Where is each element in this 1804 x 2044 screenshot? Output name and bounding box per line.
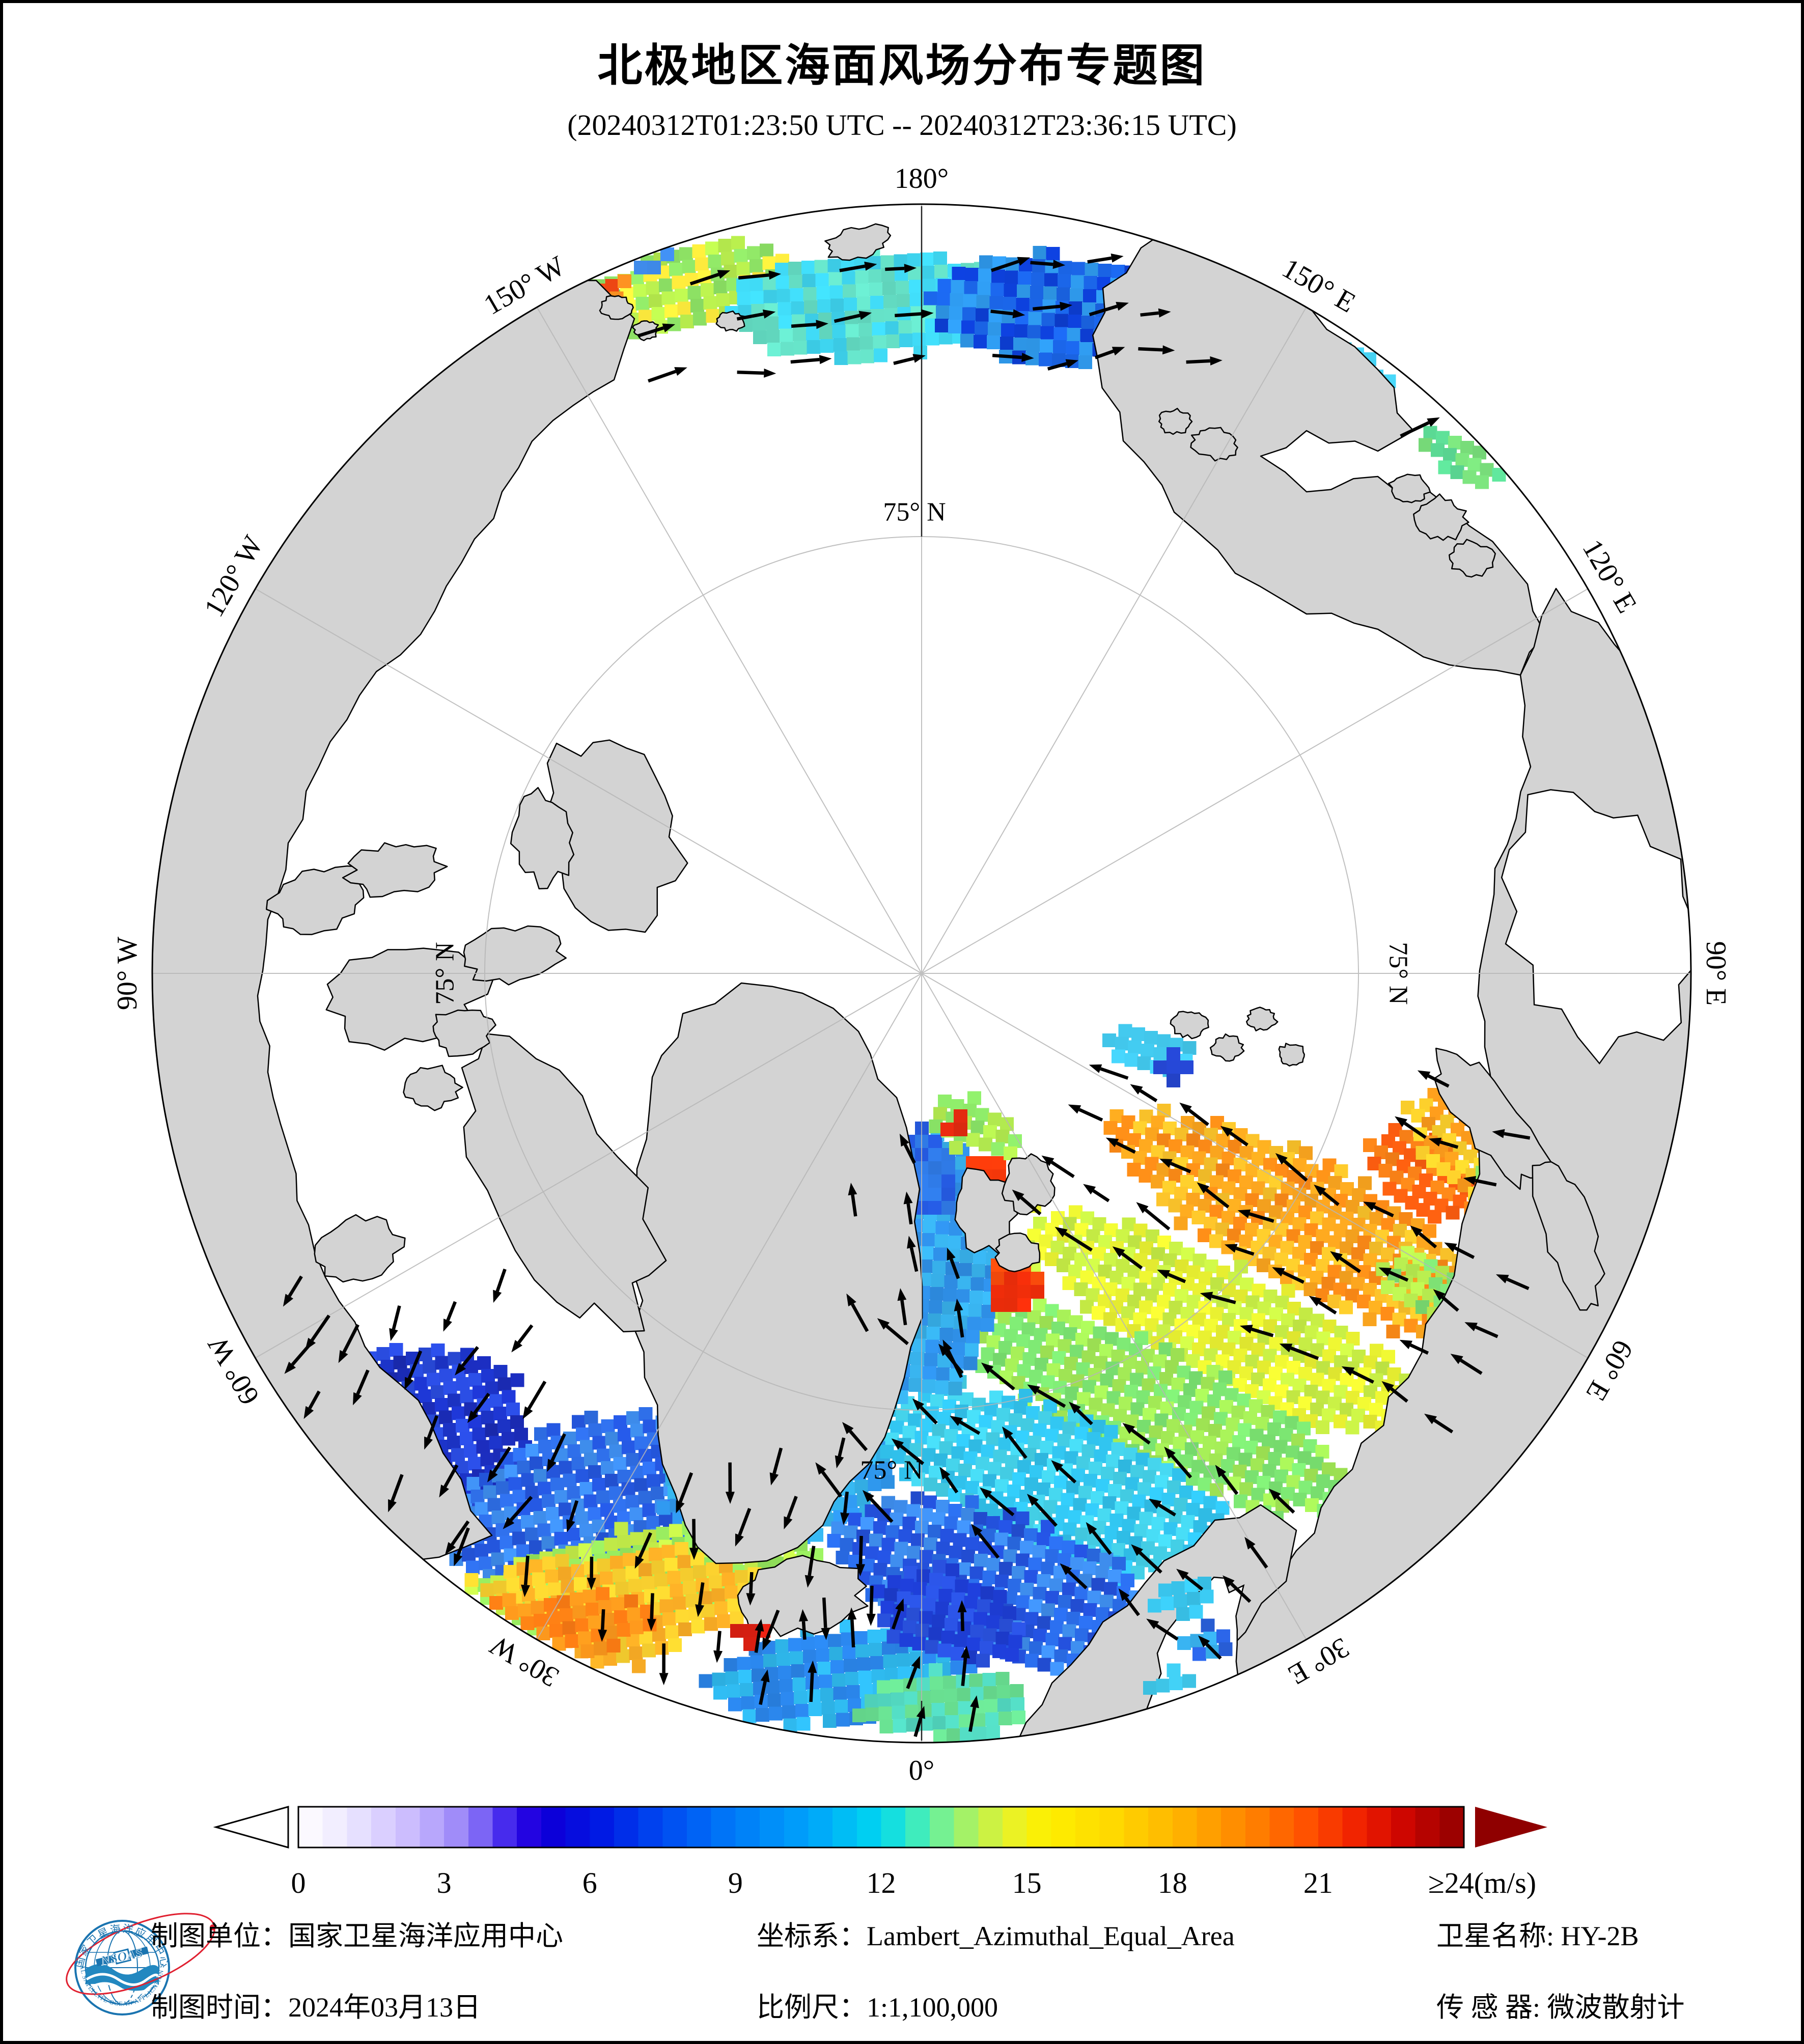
latitude-label: 75° N xyxy=(883,498,946,527)
latitude-labels: 75° N 75° N 75° N 75° N xyxy=(431,498,1413,1485)
colorbar-tick: 0 xyxy=(291,1866,306,1899)
page-title: 北极地区海面风场分布专题图 xyxy=(597,40,1207,91)
colorbar-tick: 3 xyxy=(437,1866,452,1899)
colorbar-right-arrow xyxy=(1475,1807,1547,1847)
longitude-label: 90° E xyxy=(1700,941,1732,1006)
colorbar-tick: 18 xyxy=(1158,1866,1187,1899)
colorbar-tick: 9 xyxy=(728,1866,743,1899)
wind-arrows xyxy=(283,254,1531,1738)
footer-mapping-date: 制图时间：2024年03月13日 xyxy=(151,1992,481,2023)
latitude-label: 75° N xyxy=(860,1456,923,1485)
logo-orbit-icon xyxy=(66,1913,215,1995)
latitude-label: 75° N xyxy=(431,942,460,1004)
longitude-label: 90° W xyxy=(112,937,143,1010)
longitude-label: 180° xyxy=(895,163,949,194)
footer-coordinate-sys: 坐标系：Lambert_Azimuthal_Equal_Area xyxy=(757,1921,1235,1951)
colorbar-tick: 6 xyxy=(582,1866,597,1899)
longitude-label: 0° xyxy=(909,1755,934,1786)
wind-swath-cells-coastal xyxy=(730,1576,1233,1695)
map-boundary-circle xyxy=(151,203,1692,1744)
colorbar-tick: 15 xyxy=(1012,1866,1042,1899)
colorbar-tick-labels: 0 3 6 9 12 15 18 21 ≥24(m/s) xyxy=(291,1866,1537,1899)
colorbar-tick: 12 xyxy=(867,1866,896,1899)
colorbar: 0 3 6 9 12 15 18 21 ≥24(m/s) xyxy=(213,1806,1547,1899)
footer-sensor: 传 感 器: 微波散射计 xyxy=(1436,1992,1685,2023)
colorbar-max-label: ≥24(m/s) xyxy=(1428,1866,1536,1899)
footer-mapping-unit: 制图单位：国家卫星海洋应用中心 xyxy=(151,1921,563,1951)
logo-satellite-icon xyxy=(95,1946,149,1967)
time-range-subtitle: (20240312T01:23:50 UTC -- 20240312T23:36… xyxy=(567,108,1237,142)
footer-map-scale: 比例尺：1:1,100,000 xyxy=(757,1992,998,2023)
latitude-label: 75° N xyxy=(1384,942,1413,1004)
map-clip-group xyxy=(152,204,1691,1743)
footer-satellite-name: 卫星名称: HY-2B xyxy=(1436,1921,1639,1951)
colorbar-left-arrow xyxy=(213,1806,289,1849)
graticule xyxy=(152,204,1691,1743)
colorbar-tick: 21 xyxy=(1303,1866,1333,1899)
